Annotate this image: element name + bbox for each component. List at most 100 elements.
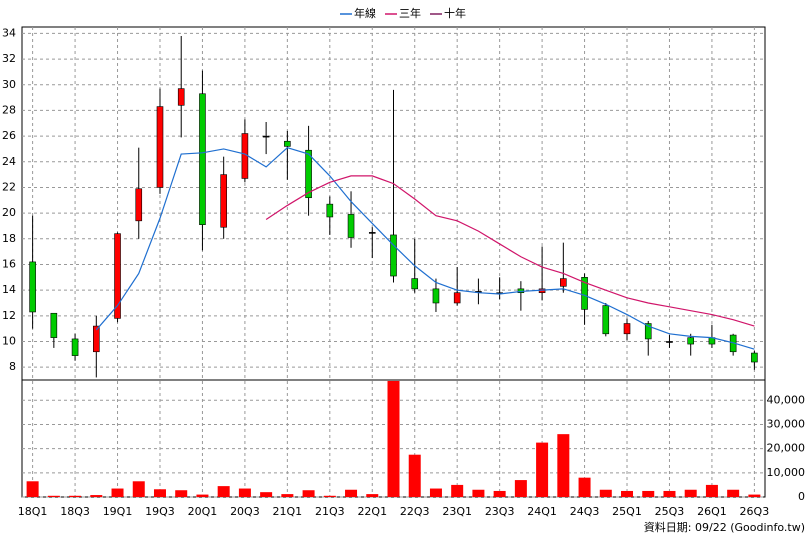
candle-body xyxy=(411,278,419,290)
candle-body xyxy=(432,288,440,304)
volume-bar xyxy=(90,495,103,497)
candle-body xyxy=(177,88,185,106)
y-tick-label: 14 xyxy=(2,283,16,296)
volume-bar xyxy=(705,484,718,497)
volume-bar xyxy=(69,495,82,497)
volume-bar xyxy=(26,481,39,497)
volume-bar xyxy=(663,490,676,497)
candle-body xyxy=(390,234,397,277)
volume-bar xyxy=(153,489,166,497)
candle-body xyxy=(114,233,121,319)
volume-bar xyxy=(621,490,634,497)
volume-bar xyxy=(366,494,379,497)
candle-body xyxy=(623,323,631,335)
candle-body xyxy=(368,232,376,234)
candle-body xyxy=(284,140,291,147)
x-tick-label: 25Q3 xyxy=(655,505,685,518)
volume-bar xyxy=(132,481,145,497)
volume-bar xyxy=(536,442,549,497)
y2-tick-label: 40,000 xyxy=(767,393,806,406)
candle-body xyxy=(93,325,100,353)
y2-tick-label: 10,000 xyxy=(767,466,806,479)
line-series xyxy=(265,175,755,327)
y2-tick-label: 0 xyxy=(798,490,805,503)
candle-body xyxy=(29,261,36,313)
x-tick-label: 19Q1 xyxy=(103,505,133,518)
x-tick-label: 26Q1 xyxy=(697,505,727,518)
candle-body xyxy=(560,278,567,287)
candle-body xyxy=(262,135,270,138)
y-tick-label: 24 xyxy=(2,155,16,168)
volume-bar xyxy=(302,490,315,497)
candle-body xyxy=(50,312,58,338)
x-tick-label: 23Q3 xyxy=(485,505,515,518)
x-tick-label: 26Q3 xyxy=(740,505,770,518)
candle-body xyxy=(666,341,673,343)
legend-label: 十年 xyxy=(444,6,466,20)
volume-bar xyxy=(238,488,251,497)
x-tick-label: 19Q3 xyxy=(145,505,175,518)
volume-bar xyxy=(642,490,655,497)
volume-bar xyxy=(281,494,294,497)
volume-bar xyxy=(345,489,358,497)
candle-body xyxy=(71,338,79,356)
candle-body xyxy=(156,106,164,188)
volume-bar xyxy=(408,454,421,497)
volume-bar xyxy=(323,495,336,497)
volume-bar xyxy=(429,488,442,497)
candle-body xyxy=(326,203,334,218)
candle-body xyxy=(644,323,652,340)
candle-body xyxy=(453,292,461,304)
candle-body xyxy=(220,174,227,228)
x-tick-label: 22Q1 xyxy=(357,505,387,518)
y2-tick-label: 20,000 xyxy=(767,442,806,455)
y-tick-label: 12 xyxy=(2,309,16,322)
candle-body xyxy=(199,93,206,225)
volume-bar xyxy=(387,380,400,497)
y-tick-label: 10 xyxy=(2,334,16,347)
volume-bar xyxy=(472,489,485,497)
x-tick-label: 24Q1 xyxy=(527,505,557,518)
candle-body xyxy=(305,149,312,199)
y-tick-label: 34 xyxy=(2,26,16,39)
volume-bar xyxy=(47,495,60,497)
volume-bar xyxy=(111,488,124,497)
volume-bar xyxy=(727,489,740,497)
x-tick-label: 25Q1 xyxy=(612,505,642,518)
volume-bar xyxy=(748,494,761,497)
volume-bar xyxy=(196,494,209,497)
footnote: 資料日期: 09/22 (Goodinfo.tw) xyxy=(644,520,805,534)
volume-bar xyxy=(260,492,273,497)
volume-bar xyxy=(578,477,591,497)
y-tick-label: 26 xyxy=(2,129,16,142)
x-tick-label: 23Q1 xyxy=(442,505,472,518)
x-tick-label: 20Q3 xyxy=(230,505,260,518)
volume-bar xyxy=(493,490,506,497)
y-tick-label: 20 xyxy=(2,206,16,219)
line-series xyxy=(95,146,755,350)
y-tick-label: 28 xyxy=(2,103,16,116)
x-tick-label: 22Q3 xyxy=(400,505,430,518)
volume-bar xyxy=(599,489,612,497)
volume-bar xyxy=(175,490,188,497)
x-tick-label: 21Q1 xyxy=(273,505,303,518)
x-tick-label: 21Q3 xyxy=(315,505,345,518)
volume-bar xyxy=(557,434,570,497)
y-tick-label: 32 xyxy=(2,52,16,65)
x-tick-label: 20Q1 xyxy=(188,505,218,518)
volume-bar xyxy=(514,480,527,497)
volume-bar xyxy=(684,489,697,497)
x-tick-label: 18Q3 xyxy=(60,505,90,518)
x-tick-label: 18Q1 xyxy=(18,505,48,518)
y-tick-label: 18 xyxy=(2,232,16,245)
y2-tick-label: 30,000 xyxy=(767,417,806,430)
candle-body xyxy=(347,214,355,238)
y-tick-label: 22 xyxy=(2,180,16,193)
y-tick-label: 30 xyxy=(2,78,16,91)
legend-label: 年線 xyxy=(354,6,376,20)
candle-body xyxy=(687,337,695,345)
x-tick-label: 24Q3 xyxy=(570,505,600,518)
y-tick-label: 16 xyxy=(2,257,16,270)
legend-label: 三年 xyxy=(399,6,421,20)
